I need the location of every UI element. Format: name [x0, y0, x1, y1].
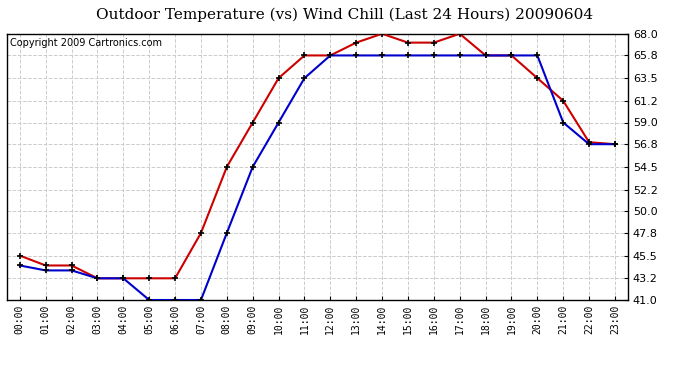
- Text: Outdoor Temperature (vs) Wind Chill (Last 24 Hours) 20090604: Outdoor Temperature (vs) Wind Chill (Las…: [97, 8, 593, 22]
- Text: Copyright 2009 Cartronics.com: Copyright 2009 Cartronics.com: [10, 38, 162, 48]
